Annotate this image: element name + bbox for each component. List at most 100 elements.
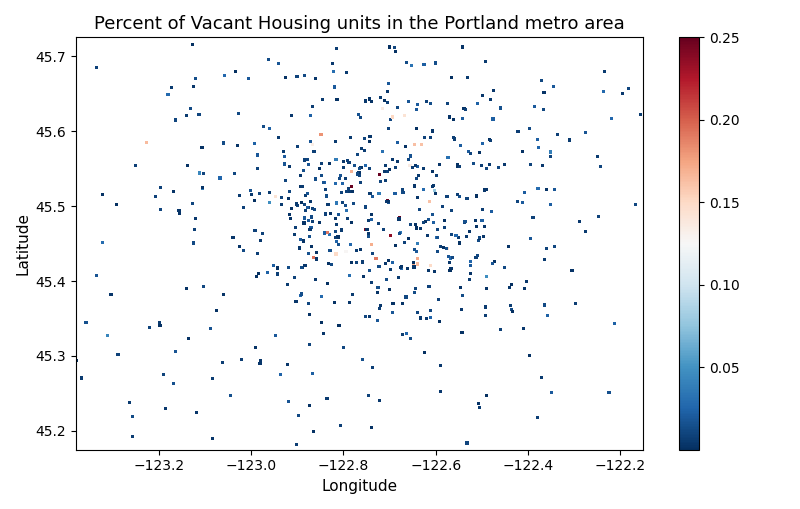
Point [374,178,387,186]
Point [547,82,560,91]
Point [427,181,440,189]
Point [447,134,460,142]
Point [408,140,421,148]
Point [446,73,458,81]
Point [422,282,435,290]
Point [339,202,352,210]
Point [350,246,363,254]
Point [350,258,363,266]
Point [328,83,341,91]
Point [186,83,199,91]
Point [517,325,530,333]
Point [337,163,350,172]
Point [424,314,437,322]
Point [197,183,210,191]
Point [365,240,378,248]
Point [245,448,258,457]
Point [389,189,402,197]
Point [535,374,548,382]
Point [254,360,266,368]
Point [289,223,302,232]
Point [371,317,384,325]
Point [295,183,308,191]
Point [384,265,397,273]
Point [204,325,217,333]
Point [283,210,296,218]
Point [437,243,450,251]
Point [210,306,222,315]
Point [602,389,615,397]
Point [272,133,285,142]
Point [379,260,392,268]
Point [392,273,405,281]
Point [378,225,390,233]
Point [70,357,83,365]
Point [499,18,512,26]
Point [359,161,372,169]
Point [361,225,374,234]
Point [410,193,423,202]
Point [373,189,386,197]
Point [400,293,413,301]
Point [251,164,264,173]
Point [358,135,370,143]
Point [443,113,456,121]
Point [426,182,439,190]
Point [480,392,493,400]
Point [518,285,530,293]
Point [400,59,413,67]
Point [330,199,343,207]
Point [337,198,350,206]
Point [478,232,490,240]
Point [169,348,182,356]
Point [429,59,442,67]
Point [386,113,398,121]
Point [398,238,411,246]
Point [319,185,332,193]
Point [410,125,423,133]
Point [373,305,386,313]
Point [101,331,114,340]
Point [376,148,389,156]
Point [322,260,335,268]
Point [441,99,454,107]
Point [330,250,342,258]
Point [306,205,318,213]
Point [380,197,393,206]
Point [329,228,342,236]
Point [80,318,93,326]
Point [194,169,206,177]
Point [382,125,395,133]
Point [450,231,462,239]
Point [388,44,401,52]
Point [426,127,438,135]
Point [470,253,482,262]
Point [197,184,210,192]
Point [271,270,284,278]
Point [224,392,237,400]
Point [309,175,322,183]
Point [366,192,379,201]
Point [308,206,321,214]
Point [304,137,317,145]
Point [389,241,402,249]
Point [302,190,314,198]
Point [516,147,529,155]
Point [629,201,642,209]
Point [411,162,424,171]
Point [126,413,138,421]
Point [154,206,167,214]
Point [110,201,123,209]
Point [262,55,275,64]
Point [250,272,262,280]
Point [245,191,258,199]
Point [169,116,182,124]
Point [478,312,491,320]
Point [282,264,295,272]
Point [428,186,441,194]
Point [441,193,454,201]
Point [270,193,282,201]
Point [446,253,459,262]
Point [462,147,475,155]
Point [486,115,499,123]
